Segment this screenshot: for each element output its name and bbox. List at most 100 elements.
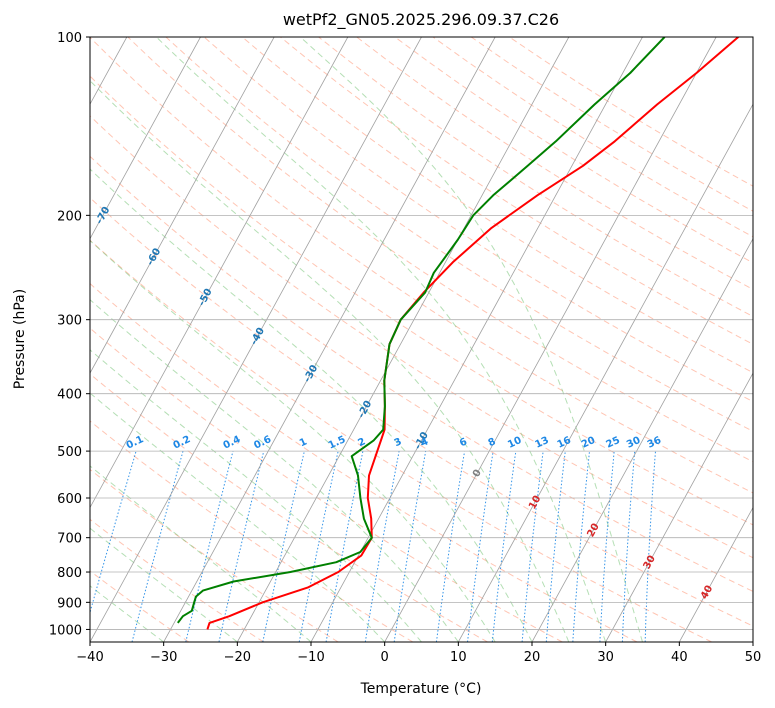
mixing-ratio-label: 0.2 bbox=[172, 434, 193, 451]
moist-adiabat bbox=[90, 80, 570, 642]
dry-adiabat bbox=[90, 518, 264, 642]
dry-adiabat bbox=[318, 37, 753, 318]
mixing-ratio-label: 36 bbox=[646, 435, 663, 451]
dry-adiabat bbox=[165, 37, 753, 432]
dry-adiabat bbox=[90, 570, 190, 642]
isotherm bbox=[457, 103, 753, 642]
moist-adiabat bbox=[90, 392, 386, 642]
y-tick-label: 600 bbox=[57, 492, 82, 507]
x-tick-label: −20 bbox=[224, 650, 251, 665]
moist-adiabat bbox=[90, 168, 533, 642]
isotherm-label: -30 bbox=[302, 363, 320, 384]
y-tick-label: 700 bbox=[57, 532, 82, 547]
dry-adiabat bbox=[90, 239, 712, 642]
x-axis: −40 −30 −20 −10 0 10 20 30 40 50 bbox=[76, 642, 761, 665]
isotherm-label: 10 bbox=[527, 494, 543, 512]
mixing-ratio-label: 13 bbox=[534, 435, 551, 451]
mixing-ratio-line bbox=[298, 450, 339, 642]
isotherm bbox=[90, 37, 349, 509]
mixing-ratio-label: 6 bbox=[458, 436, 469, 449]
plot-frame bbox=[89, 36, 754, 643]
dewpoint-line bbox=[177, 37, 666, 624]
moist-adiabat bbox=[90, 299, 459, 642]
isotherm bbox=[236, 37, 570, 642]
mixing-ratio-line bbox=[90, 450, 137, 615]
isotherm-label: -80 bbox=[45, 160, 63, 181]
moist-adiabat bbox=[90, 527, 238, 642]
dry-adiabat bbox=[90, 155, 753, 592]
y-axis: 1000 900 800 700 600 500 400 300 200 100 bbox=[49, 31, 90, 638]
dry-adiabat bbox=[241, 37, 753, 374]
background-lines bbox=[90, 37, 753, 642]
isotherm bbox=[752, 641, 753, 642]
moist-adiabat bbox=[90, 239, 496, 642]
mixing-ratio-line bbox=[262, 450, 305, 642]
x-tick-label: 50 bbox=[745, 650, 762, 665]
y-tick-label: 800 bbox=[57, 566, 82, 581]
y-tick-label: 200 bbox=[57, 209, 82, 224]
moist-adiabat bbox=[90, 349, 422, 642]
mixing-ratio-line bbox=[621, 451, 636, 642]
mixing-ratio-label: 1.5 bbox=[327, 434, 348, 451]
isotherm-label: 40 bbox=[699, 584, 715, 602]
x-tick-label: 30 bbox=[597, 650, 614, 665]
isotherm-label: 30 bbox=[642, 554, 658, 572]
mixing-ratio-line bbox=[545, 451, 566, 642]
isotherm bbox=[90, 37, 275, 374]
dry-adiabat bbox=[356, 37, 753, 290]
pressure-gridlines bbox=[90, 37, 753, 630]
isotherm bbox=[163, 37, 496, 642]
dry-adiabat bbox=[90, 373, 488, 642]
isotherm bbox=[605, 372, 753, 642]
mixing-ratio-labels: 0.1 0.2 0.4 0.6 1 1.5 2 3 4 6 8 10 13 16 20 25 30 36 bbox=[125, 434, 663, 452]
x-tick-label: 10 bbox=[450, 650, 467, 665]
dry-adiabat bbox=[90, 197, 753, 627]
mixing-ratio-label: 8 bbox=[487, 436, 498, 449]
y-tick-label: 900 bbox=[57, 596, 82, 611]
y-tick-label: 100 bbox=[57, 31, 82, 46]
isotherm bbox=[310, 37, 643, 642]
mixing-ratio-line bbox=[185, 450, 234, 642]
x-tick-label: 20 bbox=[524, 650, 541, 665]
chart-title: wetPf2_GN05.2025.296.09.37.C26 bbox=[283, 10, 559, 30]
x-tick-label: −30 bbox=[150, 650, 177, 665]
x-axis-label: Temperature (°C) bbox=[360, 681, 482, 697]
y-tick-label: 1000 bbox=[49, 623, 82, 638]
mixing-ratio-line bbox=[599, 451, 615, 642]
mixing-ratio-label: 16 bbox=[556, 435, 573, 451]
isotherm bbox=[90, 37, 201, 240]
mixing-ratio-label: 30 bbox=[625, 435, 642, 451]
dry-adiabat bbox=[203, 37, 753, 403]
mixing-ratio-line bbox=[218, 450, 265, 642]
x-tick-label: −40 bbox=[76, 650, 103, 665]
dry-adiabat bbox=[90, 420, 414, 642]
mixing-ratio-label: 0.1 bbox=[125, 434, 146, 451]
mixing-ratio-line bbox=[435, 451, 466, 642]
dry-adiabat bbox=[509, 37, 753, 187]
y-tick-label: 500 bbox=[57, 445, 82, 460]
isotherm-label: 0 bbox=[471, 468, 484, 479]
isotherm bbox=[90, 37, 422, 642]
mixing-ratio-label: 10 bbox=[506, 435, 523, 451]
dry-adiabat bbox=[280, 37, 753, 345]
isotherm-label: -60 bbox=[145, 246, 163, 267]
mixing-ratio-line bbox=[393, 451, 427, 642]
profile-series bbox=[177, 37, 739, 630]
isotherm-label: -50 bbox=[196, 287, 214, 308]
moist-adiabat bbox=[299, 37, 643, 642]
mixing-ratio-label: 3 bbox=[393, 436, 404, 449]
dry-adiabat bbox=[90, 282, 638, 642]
isotherm bbox=[678, 506, 753, 642]
isotherm bbox=[384, 37, 717, 642]
dry-adiabat bbox=[90, 327, 563, 642]
mixing-ratio-line bbox=[521, 451, 544, 642]
mixing-ratio-line bbox=[131, 450, 184, 642]
mixing-ratio-label: 0.4 bbox=[222, 434, 243, 451]
x-tick-label: 0 bbox=[381, 650, 389, 665]
dry-adiabat bbox=[90, 468, 339, 642]
mixing-ratio-label: 25 bbox=[605, 435, 622, 451]
mixing-ratio-line bbox=[491, 451, 517, 642]
x-tick-label: 40 bbox=[671, 650, 688, 665]
mixing-ratio-line bbox=[572, 451, 590, 642]
